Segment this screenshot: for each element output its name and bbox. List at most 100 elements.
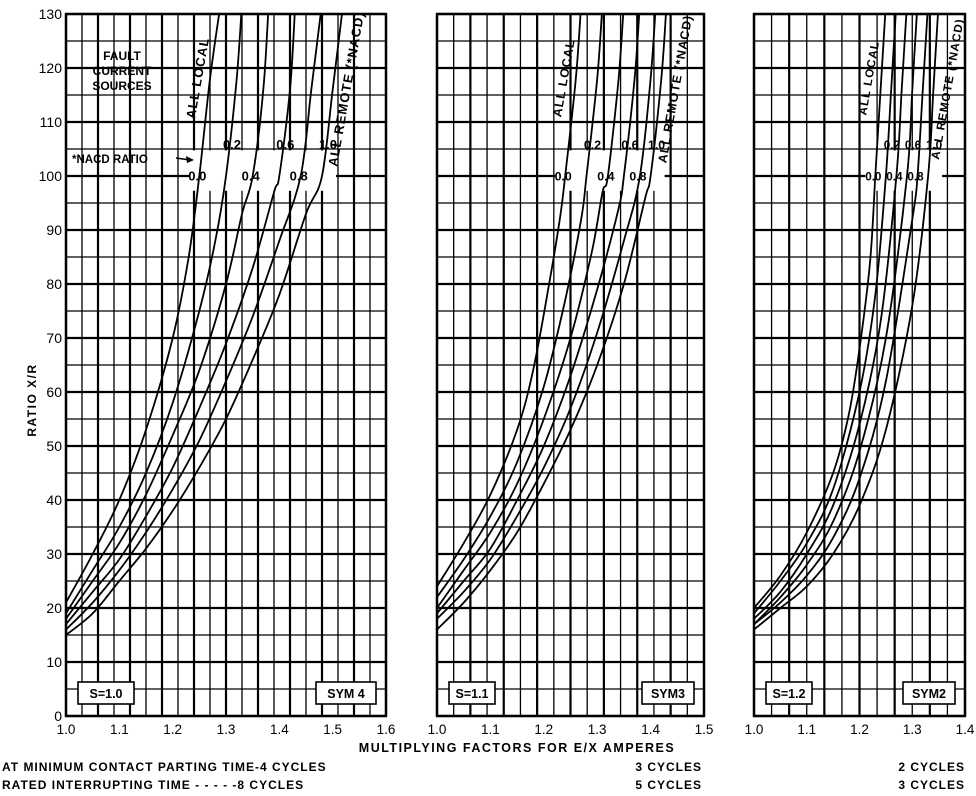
footer-row1-panel3: 2 CYCLES: [898, 760, 965, 774]
footer-row2-panel2: 5 CYCLES: [635, 778, 702, 792]
x-tick-label: 1.3: [588, 722, 607, 737]
nacd-value-label: 1.0: [319, 137, 337, 152]
footer-row2-panel3: 3 CYCLES: [898, 778, 965, 792]
plot-frame: [64, 12, 388, 718]
chart-panel-s-1-0: 0 10 20 30 40 50 60 70 80 90 100 110 120 130 1.0 1.1 1.2…: [39, 6, 396, 737]
fault-label-line-1: FAULT: [103, 49, 141, 63]
fault-label-line-2: CURRENT: [93, 64, 152, 78]
nacd-value-label: 0.4: [597, 170, 614, 184]
sym-box: [315, 681, 377, 705]
x-tick-label: 1.3: [903, 722, 922, 737]
nacd-value-label: 0.0: [555, 170, 572, 184]
sym-box: [902, 681, 956, 705]
y-tick-label: 40: [46, 492, 62, 508]
x-axis-title: MULTIPLYING FACTORS FOR E/X AMPERES: [359, 741, 675, 755]
nacd-value-label: 0.2: [584, 138, 601, 152]
x-tick-label: 1.2: [534, 722, 553, 737]
s-value-label: S=1.1: [455, 687, 488, 701]
nacd-value-label: 0.8: [629, 170, 646, 184]
sym-label: SYM2: [912, 687, 946, 701]
y-tick-label: 90: [46, 222, 62, 238]
nacd-value-label: 0.8: [290, 169, 308, 184]
s-value-label: S=1.0: [89, 687, 122, 701]
s-value-box: [77, 681, 135, 705]
x-tick-label: 1.4: [641, 722, 660, 737]
fault-label-line-3: SOURCES: [92, 79, 151, 93]
series-curve-nacd-1-0: [66, 14, 343, 636]
nacd-value-label: 1.0: [648, 138, 665, 152]
nacd-ratio-label: *NACD RATIO: [72, 154, 148, 166]
y-tick-label: 110: [40, 114, 63, 130]
sym-label: SYM3: [651, 687, 685, 701]
y-tick-label: 80: [46, 276, 62, 292]
series-curve-nacd-0-8: [66, 14, 322, 631]
all-remote-label: ALL REMOTE (*NACD): [325, 10, 367, 167]
s-value-box: [448, 681, 496, 705]
y-tick-label: 130: [39, 6, 63, 22]
x-tick-label: 1.2: [850, 722, 869, 737]
nacd-value-label: 0.6: [905, 139, 922, 152]
nacd-value-label: 0.2: [223, 137, 241, 152]
series-curve-nacd-0-8: [437, 14, 657, 620]
y-tick-label: 120: [39, 60, 63, 76]
plot-frame: [435, 12, 706, 718]
x-tick-label: 1.1: [481, 722, 500, 737]
nacd-value-label: 0.0: [188, 169, 206, 184]
series-curve-nacd-0-4: [437, 14, 625, 609]
x-tick-label: 1.2: [163, 722, 182, 737]
nacd-value-label: 0.4: [886, 171, 903, 184]
footer-row1-label: AT MINIMUM CONTACT PARTING TIME-4 CYCLES: [2, 760, 327, 774]
y-tick-label: 70: [46, 330, 62, 346]
nacd-ratio-arrowhead: [186, 156, 194, 163]
nacd-value-label: 0.4: [242, 169, 261, 184]
x-tick-label: 1.5: [695, 722, 714, 737]
chart-panel-s-1-1: 1.0 1.1 1.2 1.3 1.4 1.50.00.20.40.60.81.0ALL …: [428, 12, 714, 737]
x-tick-label: 1.6: [377, 722, 396, 737]
series-curve-nacd-0-6: [66, 14, 296, 625]
s-value-box: [765, 681, 813, 705]
footer-row1-panel2: 3 CYCLES: [635, 760, 702, 774]
series-curve-nacd-0-8: [754, 14, 929, 625]
series-curve-nacd-0-0: [754, 14, 887, 609]
x-tick-label: 1.4: [270, 722, 289, 737]
nacd-value-label: 0.0: [865, 171, 882, 184]
y-tick-label: 30: [46, 546, 62, 562]
plot-frame: [752, 12, 967, 718]
y-tick-label: 60: [46, 384, 62, 400]
series-curve-nacd-0-2: [437, 14, 603, 598]
series-curve-nacd-0-6: [754, 14, 918, 625]
y-tick-label: 0: [54, 708, 62, 724]
y-tick-label: 50: [46, 438, 62, 454]
sym-box: [641, 681, 695, 705]
x-tick-label: 1.1: [110, 722, 129, 737]
nacd-value-label: 0.2: [884, 139, 901, 152]
y-tick-label: 100: [39, 168, 63, 184]
series-curve-nacd-1-0: [754, 14, 939, 631]
x-tick-label: 1.5: [323, 722, 342, 737]
y-tick-label: 10: [46, 654, 62, 670]
series-curve-nacd-1-0: [437, 14, 667, 631]
x-tick-label: 1.0: [745, 722, 764, 737]
sym-label: SYM 4: [327, 687, 365, 701]
s-value-label: S=1.2: [772, 687, 805, 701]
series-curve-nacd-0-0: [66, 14, 221, 604]
y-axis-title: RATIO X/R: [25, 363, 39, 436]
x-tick-label: 1.1: [797, 722, 816, 737]
nacd-label-band: [189, 150, 336, 191]
series-curve-nacd-0-2: [66, 14, 243, 614]
x-tick-label: 1.0: [57, 722, 76, 737]
series-curve-nacd-0-2: [754, 14, 897, 614]
series-curve-nacd-0-0: [437, 14, 582, 587]
footer-row2-label: RATED INTERRUPTING TIME - - - - -8 CYCLE…: [2, 778, 304, 792]
x-tick-label: 1.3: [217, 722, 236, 737]
series-curve-nacd-0-6: [437, 14, 641, 614]
nacd-value-label: 0.6: [276, 137, 294, 152]
y-tick-label: 20: [46, 600, 62, 616]
x-tick-label: 1.0: [428, 722, 447, 737]
nacd-value-label: 1.0: [926, 139, 943, 152]
nacd-value-label: 0.6: [621, 138, 638, 152]
series-curve-nacd-0-4: [66, 14, 270, 620]
x-tick-label: 1.4: [956, 722, 975, 737]
